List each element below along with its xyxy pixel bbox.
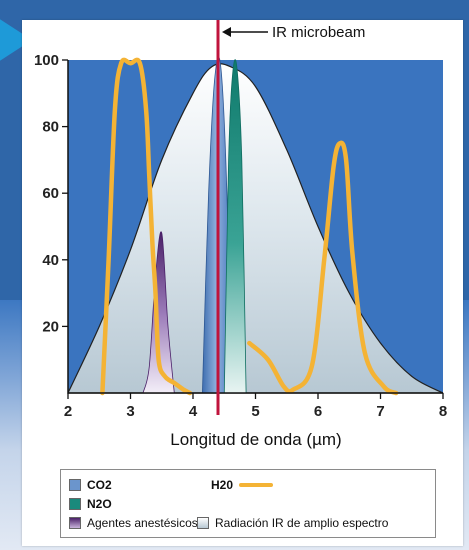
h2o-line-segment-1 [100, 57, 193, 396]
legend-item-n2o: N2O [69, 497, 112, 511]
x-tick-label: 6 [314, 403, 322, 420]
co2-swatch [69, 479, 81, 491]
arrowhead-icon [222, 27, 231, 37]
broadband-swatch [197, 517, 209, 529]
x-tick-label: 8 [439, 403, 447, 420]
x-tick-label: 3 [126, 403, 134, 420]
chart-legend: CO2 N2O Agentes anestésicos H20 Radiació… [60, 469, 436, 538]
microbeam-label: IR microbeam [272, 24, 365, 41]
anesthetic-peak [142, 231, 175, 394]
y-tick-label: 100 [34, 52, 59, 69]
y-tick-label: 20 [42, 318, 59, 335]
legend-n2o-label: N2O [87, 497, 112, 511]
x-tick-label: 5 [251, 403, 259, 420]
legend-broadband-label: Radiación IR de amplio espectro [215, 516, 389, 530]
legend-item-co2: CO2 [69, 478, 112, 492]
y-tick-label: 80 [42, 119, 59, 136]
legend-co2-label: CO2 [87, 478, 112, 492]
x-tick-label: 7 [376, 403, 384, 420]
legend-item-h2o: H20 [211, 478, 274, 492]
legend-item-broadband: Radiación IR de amplio espectro [197, 516, 388, 530]
legend-item-anesthetic: Agentes anestésicos [69, 516, 198, 530]
h2o-swatch [239, 483, 274, 487]
n2o-peak [223, 59, 247, 394]
anesthetic-swatch [69, 517, 81, 529]
legend-anesthetic-label: Agentes anestésicos [87, 516, 198, 530]
legend-h2o-label: H20 [211, 478, 234, 492]
x-tick-label: 2 [64, 403, 72, 420]
x-tick-label: 4 [189, 403, 198, 420]
y-tick-label: 40 [42, 252, 59, 269]
h2o-line-segment-2 [247, 140, 399, 396]
y-tick-label: 60 [42, 185, 59, 202]
microbeam-annotation: IR microbeam [222, 24, 365, 41]
n2o-swatch [69, 498, 81, 510]
x-axis-title: Longitud de onda (µm) [170, 430, 341, 449]
